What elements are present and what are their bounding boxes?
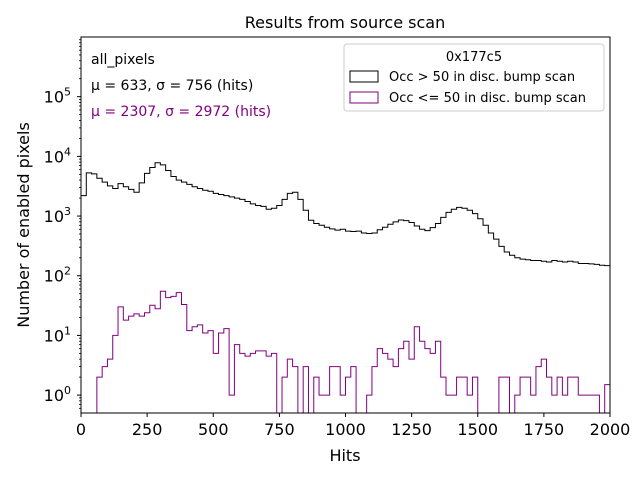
series-bad-pixels-histogram bbox=[81, 290, 611, 414]
y-axis-label: Number of enabled pixels bbox=[14, 122, 33, 328]
y-tick-label: 104 bbox=[44, 145, 71, 166]
x-tick-label: 500 bbox=[198, 420, 229, 439]
x-axis: 0 250 500 750 1000 1250 1500 1750 2000 bbox=[76, 413, 630, 439]
y-tick-label: 100 bbox=[44, 384, 71, 405]
x-tick-label: 750 bbox=[264, 420, 295, 439]
legend: 0x177c5 Occ > 50 in disc. bump scan Occ … bbox=[343, 43, 605, 112]
series-good-pixels-histogram bbox=[80, 162, 611, 413]
legend-label-bad: Occ <= 50 in disc. bump scan bbox=[389, 91, 586, 106]
y-tick-label: 101 bbox=[44, 324, 71, 345]
legend-title: 0x177c5 bbox=[446, 50, 502, 65]
x-tick-label: 2000 bbox=[590, 420, 631, 439]
legend-label-good: Occ > 50 in disc. bump scan bbox=[389, 70, 575, 85]
y-axis: 100 101 102 103 104 105 bbox=[44, 39, 81, 409]
x-tick-label: 1750 bbox=[524, 420, 565, 439]
plot-area bbox=[80, 162, 611, 414]
y-tick-label: 105 bbox=[44, 86, 71, 107]
x-tick-label: 1000 bbox=[325, 420, 366, 439]
x-tick-label: 250 bbox=[132, 420, 163, 439]
annotation-stats-good: μ = 633, σ = 756 (hits) bbox=[91, 78, 253, 94]
y-tick-label: 102 bbox=[44, 265, 71, 286]
x-axis-label: Hits bbox=[329, 446, 360, 465]
y-tick-label: 103 bbox=[44, 205, 71, 226]
annotation-stats-bad: μ = 2307, σ = 2972 (hits) bbox=[91, 104, 271, 120]
x-tick-label: 0 bbox=[76, 420, 86, 439]
legend-swatch-good bbox=[349, 70, 379, 83]
annotation-selection: all_pixels bbox=[91, 52, 155, 68]
x-tick-label: 1500 bbox=[457, 420, 498, 439]
chart-title: Results from source scan bbox=[245, 13, 445, 32]
legend-swatch-bad bbox=[349, 91, 379, 104]
x-tick-label: 1250 bbox=[391, 420, 432, 439]
legend-frame bbox=[343, 43, 605, 112]
